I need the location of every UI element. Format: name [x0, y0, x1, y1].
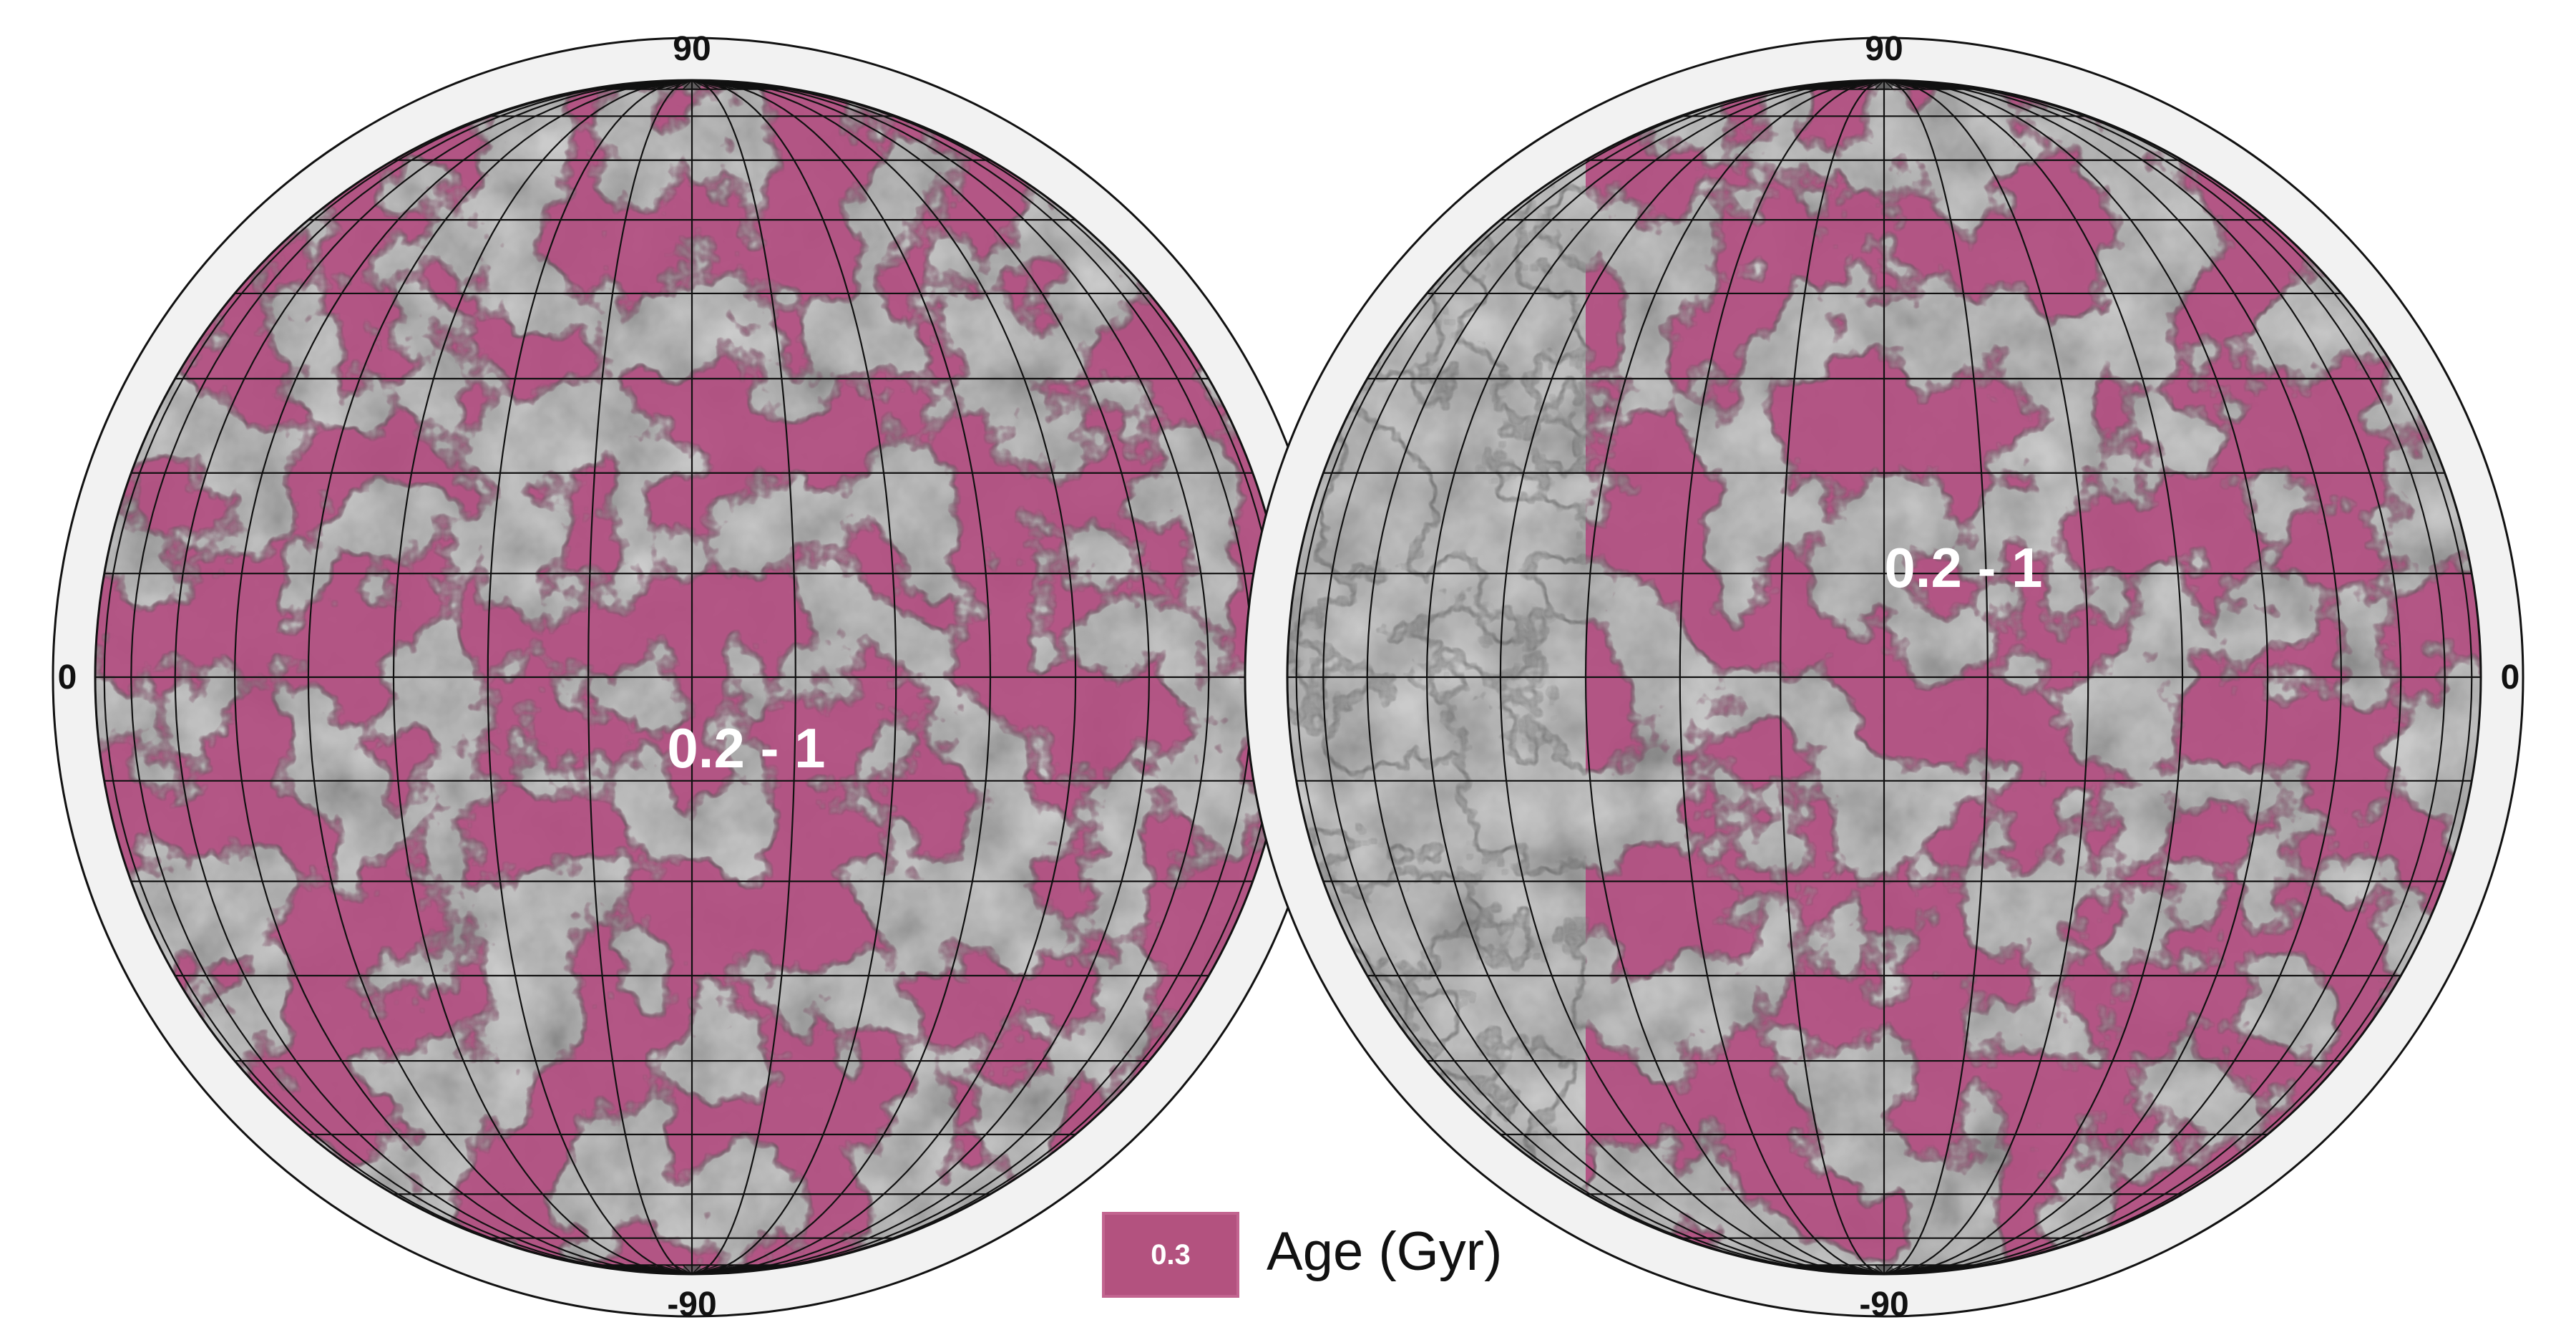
latitude-label-south-left: -90	[667, 1286, 716, 1324]
polar-spoke	[665, 1264, 693, 1274]
polar-spoke	[1874, 1264, 1885, 1274]
polar-spoke	[665, 80, 693, 90]
polar-spoke	[691, 80, 796, 90]
polar-spoke	[1883, 80, 1988, 90]
legend-swatch-label: 0.3	[1151, 1238, 1191, 1271]
polar-spoke	[1883, 80, 1894, 90]
polar-spoke	[1857, 80, 1885, 90]
longitude-label-left: 0	[58, 659, 77, 696]
latitude-label-north-right: 90	[1865, 30, 1903, 68]
legend-title: Age (Gyr)	[1267, 1221, 1503, 1282]
polar-spoke	[691, 80, 702, 90]
latitude-label-north-left: 90	[673, 30, 711, 68]
region-label-right: 0.2 - 1	[1884, 536, 2042, 599]
legend: 0.3 Age (Gyr)	[1102, 1212, 1531, 1305]
polar-spoke	[1857, 1264, 1885, 1274]
polar-spoke	[1865, 1264, 1885, 1274]
region-label-left: 0.2 - 1	[667, 717, 825, 780]
polar-spoke	[673, 80, 693, 90]
polar-spoke	[682, 80, 693, 90]
polar-spoke	[1883, 1264, 1894, 1274]
longitude-label-right: 0	[2501, 659, 2520, 696]
polar-spoke	[1874, 80, 1885, 90]
disc-border	[1286, 79, 2482, 1276]
polar-spoke	[682, 1264, 693, 1274]
graticule	[1287, 80, 2481, 1274]
polar-spoke	[691, 1264, 796, 1274]
latitude-label-south-right: -90	[1859, 1286, 1908, 1324]
legend-swatch: 0.3	[1102, 1212, 1239, 1298]
polar-spoke	[1883, 1264, 1988, 1274]
polar-spoke	[673, 1264, 693, 1274]
polar-spoke	[691, 1264, 702, 1274]
polar-spoke	[1865, 80, 1885, 90]
